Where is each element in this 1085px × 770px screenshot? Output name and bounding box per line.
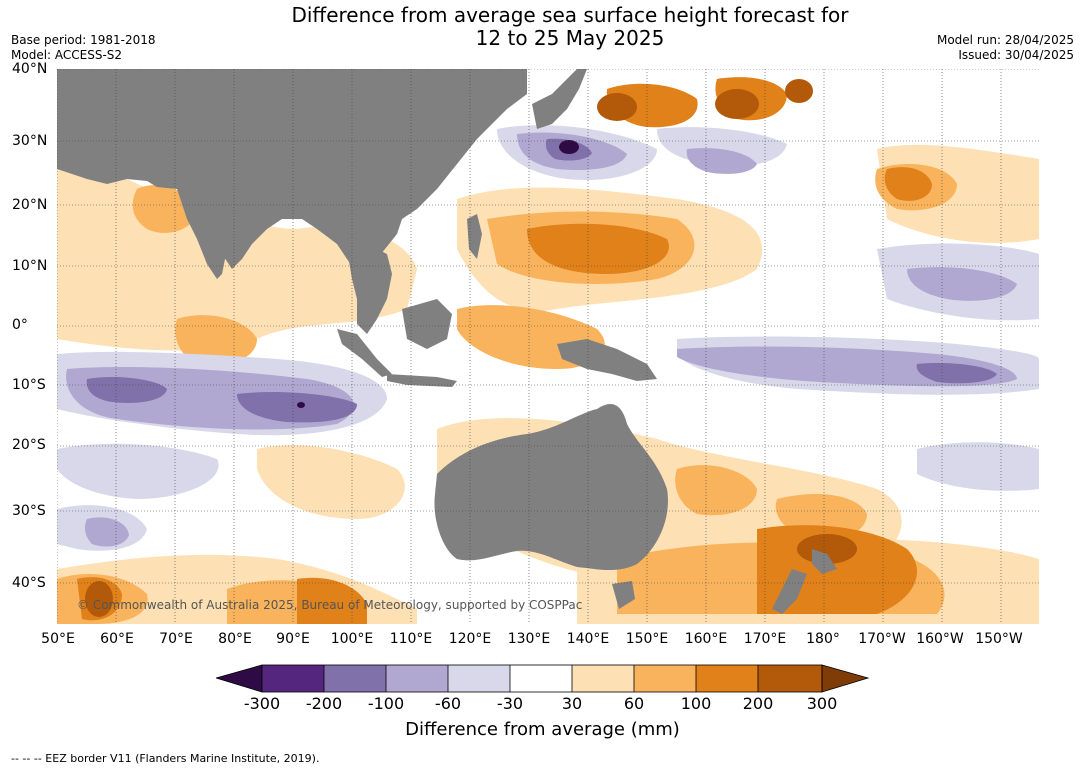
colorbar-swatch <box>510 665 572 692</box>
colorbar-tick: -30 <box>496 694 524 713</box>
colorbar-swatch <box>821 664 870 693</box>
title-line-1: Difference from average sea surface heig… <box>291 3 849 27</box>
meta-left: Base period: 1981-2018 Model: ACCESS-S2 <box>11 33 156 63</box>
java <box>387 374 457 387</box>
lat-label: 10°S <box>12 377 46 393</box>
lon-label: 130°E <box>507 631 551 647</box>
issued-text: Issued: 30/04/2025 <box>958 48 1074 62</box>
lat-label: 10°N <box>12 258 48 274</box>
lon-label: 170°E <box>743 631 787 647</box>
lon-label: 160°W <box>916 631 964 647</box>
lat-label: 40°N <box>12 61 48 77</box>
lat-label: 20°N <box>12 197 48 213</box>
title-line-2: 12 to 25 May 2025 <box>475 26 665 50</box>
lon-label: 150°E <box>625 631 669 647</box>
colorbar-swatch <box>448 665 510 692</box>
new-zealand-north <box>812 549 837 574</box>
colorbar-swatch <box>572 665 634 692</box>
colorbar-dividers <box>323 665 759 692</box>
colorbar-tick: 300 <box>806 694 838 713</box>
footer-note: -- -- -- EEZ border V11 (Flanders Marine… <box>11 752 320 765</box>
chart-title: Difference from average sea surface heig… <box>0 4 1085 50</box>
lat-label: 20°S <box>12 437 46 453</box>
colorbar-swatch <box>216 664 263 693</box>
colorbar-tick: -300 <box>243 694 281 713</box>
colorbar-swatch <box>324 665 386 692</box>
new-guinea <box>557 339 657 381</box>
lat-label: 30°N <box>12 133 48 149</box>
base-period-text: Base period: 1981-2018 <box>11 33 156 47</box>
graticule <box>57 69 1039 624</box>
southeast-asia <box>347 244 392 334</box>
lon-label: 50°E <box>41 631 75 647</box>
colorbar-swatch <box>386 665 448 692</box>
lon-label: 120°E <box>448 631 492 647</box>
lat-label: 30°S <box>12 503 46 519</box>
anomaly-dark-purple <box>86 138 997 423</box>
colorbar <box>216 664 870 693</box>
colorbar-tick: -60 <box>434 694 462 713</box>
colorbar-swatch <box>758 665 822 692</box>
borneo <box>402 299 452 349</box>
colorbar-swatch <box>262 665 324 692</box>
colorbar-tick: 60 <box>623 694 645 713</box>
model-text: Model: ACCESS-S2 <box>11 48 123 62</box>
new-zealand-south <box>772 569 807 614</box>
philippines <box>467 214 482 259</box>
meta-right: Model run: 28/04/2025 Issued: 30/04/2025 <box>937 33 1074 63</box>
lon-label: 180° <box>806 631 840 647</box>
lon-label: 160°E <box>684 631 728 647</box>
lat-label: 40°S <box>12 575 46 591</box>
sumatra <box>337 329 392 377</box>
asia-landmass <box>57 69 527 274</box>
australia <box>434 404 668 571</box>
japan <box>532 69 587 129</box>
land-masses <box>57 69 837 614</box>
colorbar-tick: -200 <box>305 694 343 713</box>
colorbar-tick: -100 <box>367 694 405 713</box>
model-run-text: Model run: 28/04/2025 <box>936 33 1074 47</box>
colorbar-swatch <box>696 665 758 692</box>
anomaly-darkest-orange <box>85 79 857 617</box>
map-panel <box>57 69 1039 624</box>
lon-label: 80°E <box>218 631 252 647</box>
map-credit: © Commonwealth of Australia 2025, Bureau… <box>77 598 583 612</box>
colorbar-tick: 30 <box>561 694 583 713</box>
lon-label: 100°E <box>330 631 374 647</box>
lon-label: 60°E <box>100 631 134 647</box>
colorbar-label: Difference from average (mm) <box>405 719 680 740</box>
lon-label: 90°E <box>276 631 310 647</box>
lon-label: 150°W <box>975 631 1023 647</box>
lat-label: 0° <box>12 317 28 333</box>
colorbar-tick: 200 <box>742 694 774 713</box>
tasmania <box>612 581 635 609</box>
lon-label: 140°E <box>566 631 610 647</box>
india-peninsula <box>177 189 227 279</box>
colorbar-tick: 100 <box>680 694 712 713</box>
lon-label: 170°W <box>858 631 906 647</box>
colorbar-outline <box>261 664 823 693</box>
anomaly-darkest-purple <box>297 140 579 408</box>
lon-label: 110°E <box>389 631 433 647</box>
lon-label: 70°E <box>159 631 193 647</box>
anomaly-map <box>57 69 1039 624</box>
colorbar-swatch <box>634 665 696 692</box>
